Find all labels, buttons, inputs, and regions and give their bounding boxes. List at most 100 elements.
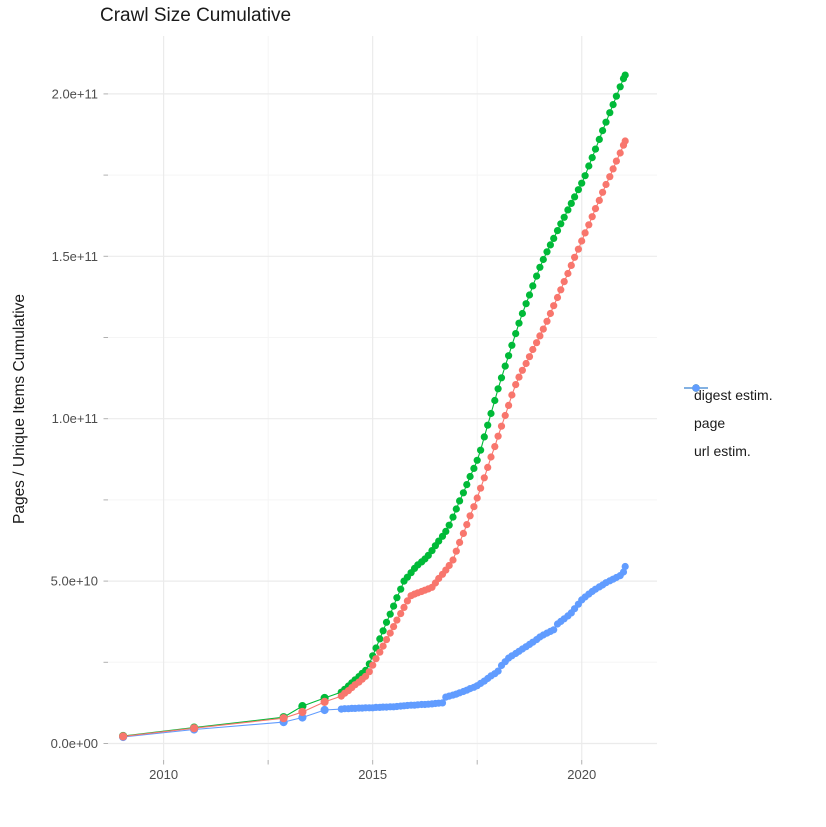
data-point-url-estim- <box>438 699 447 707</box>
data-point-page <box>497 374 506 382</box>
data-point-page <box>512 330 520 338</box>
data-point-digest-estim- <box>557 286 565 294</box>
data-point-digest-estim- <box>459 529 467 538</box>
data-point-page <box>508 341 516 349</box>
x-tick-label: 2015 <box>358 767 387 782</box>
data-point-digest-estim- <box>533 339 541 347</box>
series-line-digest-estim- <box>123 140 626 737</box>
data-point-page <box>578 179 586 187</box>
data-point-page <box>491 396 499 405</box>
data-point-page <box>463 481 471 489</box>
data-point-digest-estim- <box>525 353 534 361</box>
data-point-url-estim- <box>494 667 502 675</box>
data-point-digest-estim- <box>543 317 551 325</box>
y-tick-label: 1.5e+11 <box>52 249 98 264</box>
data-point-page <box>452 505 460 513</box>
data-point-digest-estim- <box>445 561 453 570</box>
data-point-digest-estim- <box>298 707 307 717</box>
data-point-digest-estim- <box>522 359 530 368</box>
data-point-page <box>602 118 610 126</box>
data-point-digest-estim- <box>539 325 547 333</box>
data-point-page <box>484 421 492 429</box>
data-point-digest-estim- <box>400 603 408 612</box>
data-point-page <box>525 291 534 299</box>
data-point-digest-estim- <box>599 188 607 196</box>
legend-label: digest estim. <box>694 387 773 403</box>
data-point-digest-estim- <box>491 443 499 451</box>
data-point-digest-estim- <box>581 229 589 237</box>
data-point-page <box>591 145 600 153</box>
legend-item-url-estim-: url estim. <box>683 384 773 465</box>
data-point-digest-estim- <box>320 697 329 707</box>
data-point-digest-estim- <box>463 521 471 529</box>
data-point-page <box>518 309 527 318</box>
data-point-page <box>553 227 562 235</box>
data-point-page <box>612 92 621 100</box>
data-point-page <box>606 109 614 117</box>
data-point-page <box>557 220 565 228</box>
data-point-digest-estim- <box>564 269 572 278</box>
data-point-digest-estim- <box>449 556 457 564</box>
data-point-digest-estim- <box>591 205 600 213</box>
data-point-url-estim- <box>320 705 329 715</box>
legend-label: page <box>694 415 726 431</box>
data-point-page <box>560 213 568 221</box>
data-point-page <box>621 71 629 79</box>
data-point-digest-estim- <box>585 221 593 229</box>
data-point-digest-estim- <box>609 165 617 173</box>
data-point-digest-estim- <box>574 245 583 253</box>
data-point-page <box>459 489 467 497</box>
data-point-digest-estim- <box>484 463 492 471</box>
data-point-digest-estim- <box>621 137 629 145</box>
data-point-page <box>477 446 485 454</box>
data-point-page <box>487 409 495 418</box>
data-point-digest-estim- <box>369 661 377 669</box>
data-point-page <box>386 610 394 618</box>
data-point-page <box>522 300 530 308</box>
legend-item-page: page <box>683 384 773 437</box>
data-point-page <box>574 186 583 194</box>
data-point-digest-estim- <box>588 213 596 221</box>
data-point-digest-estim- <box>379 642 387 650</box>
x-tick-label: 2020 <box>567 767 596 782</box>
data-point-digest-estim- <box>550 302 558 310</box>
data-point-digest-estim- <box>505 401 513 409</box>
data-point-page <box>480 433 488 441</box>
y-tick-label: 2.0e+11 <box>52 86 98 101</box>
legend-label: url estim. <box>694 443 751 459</box>
data-point-page <box>599 127 607 135</box>
data-point-page <box>550 234 558 242</box>
data-point-page <box>588 154 596 162</box>
data-point-page <box>501 362 509 370</box>
data-point-page <box>470 464 478 472</box>
data-point-digest-estim- <box>480 474 488 482</box>
data-point-digest-estim- <box>494 432 502 440</box>
data-point-digest-estim- <box>279 714 288 723</box>
chart-title: Crawl Size Cumulative <box>100 5 292 26</box>
data-point-page <box>456 497 464 505</box>
data-point-digest-estim- <box>466 512 474 520</box>
data-point-page <box>609 101 617 109</box>
data-point-page <box>445 521 453 529</box>
data-point-digest-estim- <box>567 261 575 269</box>
data-point-digest-estim- <box>452 547 460 555</box>
data-point-page <box>442 527 450 536</box>
data-point-digest-estim- <box>529 345 537 354</box>
data-point-page <box>494 385 502 393</box>
data-point-digest-estim- <box>397 610 405 618</box>
data-point-page <box>376 635 384 643</box>
data-point-page <box>466 472 474 481</box>
data-point-digest-estim- <box>470 503 478 511</box>
data-point-page <box>529 282 537 290</box>
data-point-page <box>564 206 572 214</box>
data-point-digest-estim- <box>571 253 579 261</box>
x-tick-label: 2010 <box>149 767 178 782</box>
data-point-digest-estim- <box>365 668 373 676</box>
data-point-digest-estim- <box>386 629 394 637</box>
data-point-digest-estim- <box>477 484 485 492</box>
series-line-page <box>123 74 626 737</box>
data-point-page <box>473 456 481 464</box>
data-point-digest-estim- <box>403 597 411 605</box>
